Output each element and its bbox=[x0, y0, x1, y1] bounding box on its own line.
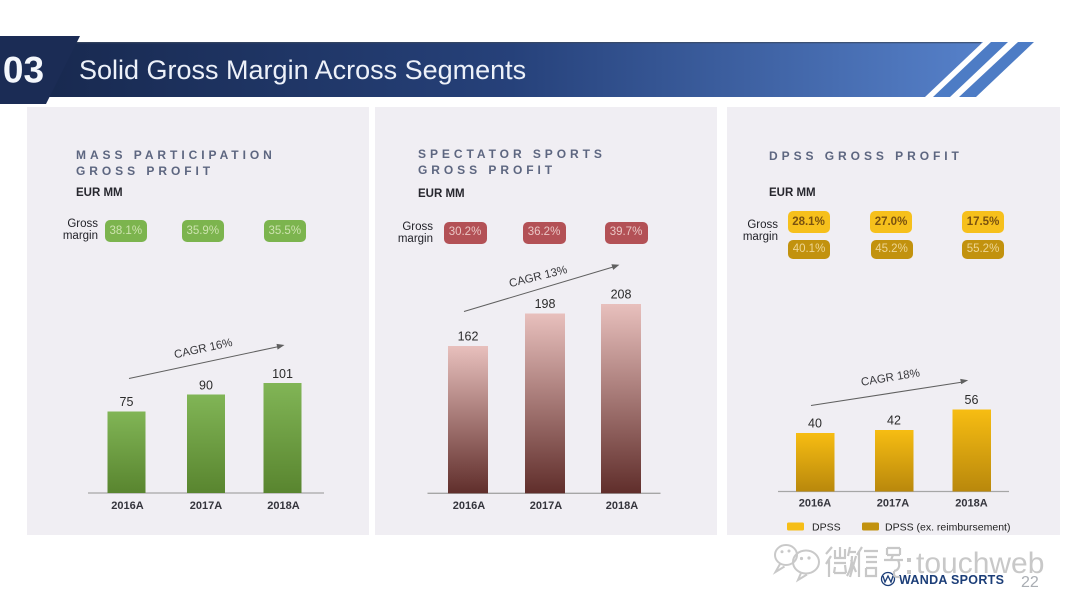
svg-text:101: 101 bbox=[272, 367, 293, 381]
svg-text:56: 56 bbox=[965, 393, 979, 407]
svg-text:touchweb: touchweb bbox=[916, 547, 1044, 580]
svg-text:2016A: 2016A bbox=[453, 500, 485, 512]
svg-text:162: 162 bbox=[458, 330, 479, 344]
svg-text:2018A: 2018A bbox=[267, 500, 299, 512]
svg-text:2016A: 2016A bbox=[111, 500, 143, 512]
svg-text:2018A: 2018A bbox=[955, 498, 987, 510]
svg-text:2017A: 2017A bbox=[190, 500, 222, 512]
svg-text:CAGR 18%: CAGR 18% bbox=[860, 367, 921, 389]
svg-text:2017A: 2017A bbox=[530, 500, 562, 512]
svg-text:WANDA SPORTS: WANDA SPORTS bbox=[899, 573, 1004, 587]
svg-text:42: 42 bbox=[887, 414, 901, 428]
svg-text:22: 22 bbox=[1021, 574, 1039, 591]
svg-text:75: 75 bbox=[120, 395, 134, 409]
svg-text:208: 208 bbox=[611, 288, 632, 302]
svg-text:2016A: 2016A bbox=[799, 498, 831, 510]
svg-text:2017A: 2017A bbox=[877, 498, 909, 510]
svg-text:DPSS (ex. reimbursement): DPSS (ex. reimbursement) bbox=[885, 522, 1010, 534]
svg-text:40: 40 bbox=[808, 417, 822, 431]
svg-text:2018A: 2018A bbox=[606, 500, 638, 512]
svg-text:90: 90 bbox=[199, 379, 213, 393]
svg-text:198: 198 bbox=[535, 297, 556, 311]
svg-text:CAGR 13%: CAGR 13% bbox=[508, 264, 569, 290]
svg-text:03: 03 bbox=[3, 50, 44, 91]
svg-text:DPSS: DPSS bbox=[812, 522, 841, 534]
